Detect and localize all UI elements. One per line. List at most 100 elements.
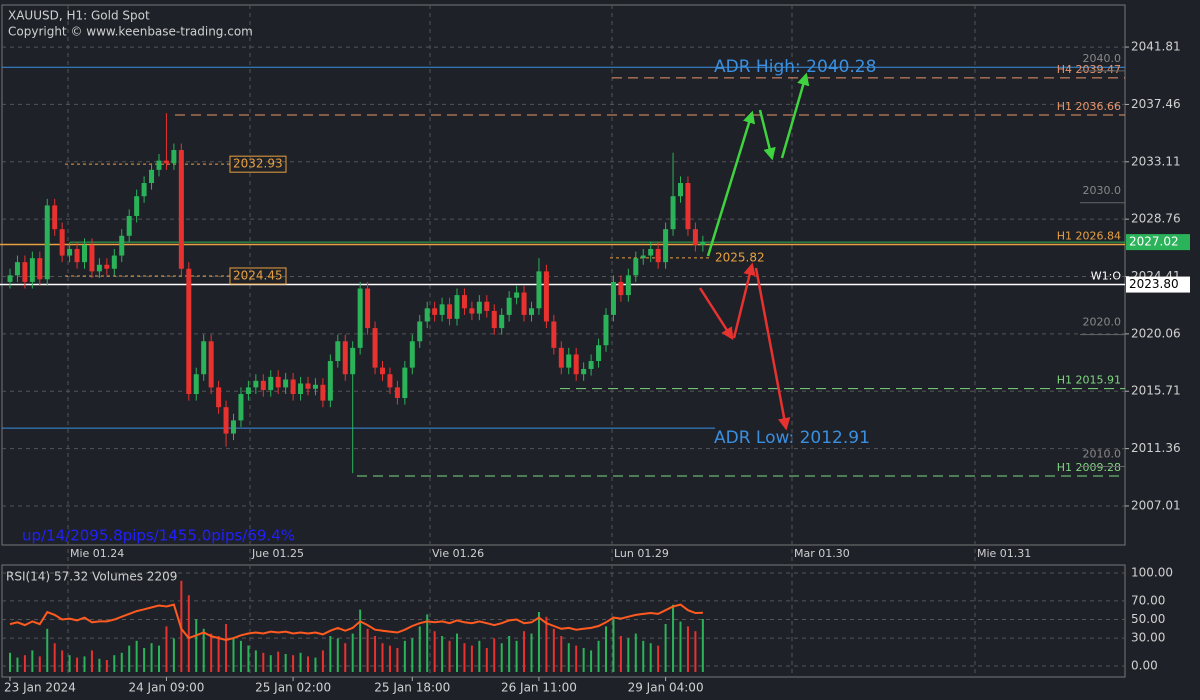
candle-body <box>402 367 408 398</box>
candle-body <box>424 308 430 322</box>
projection-down <box>698 287 734 341</box>
candle-body <box>536 271 542 309</box>
candle-body <box>335 341 341 362</box>
candle-body <box>506 297 512 315</box>
projection-up <box>758 109 776 161</box>
candle-body <box>253 380 259 388</box>
stats-text: up/14/2095.8pips/1455.0pips/69.4% <box>22 527 295 545</box>
price-box-frame <box>229 267 287 285</box>
candle-body <box>305 383 311 389</box>
candle-body <box>245 387 251 395</box>
adr-label: ADR High: 2040.28 <box>714 57 876 77</box>
y-tick-label: 2015.71 <box>1131 384 1181 398</box>
axes: 2041.812037.462033.112028.762024.412020.… <box>4 40 1190 695</box>
candle-body <box>216 387 222 408</box>
candle-body <box>22 262 28 282</box>
candle-body <box>648 248 654 256</box>
candle-body <box>342 341 348 375</box>
candle-body <box>529 308 534 315</box>
projection-down <box>732 262 756 339</box>
candle-body <box>380 367 385 375</box>
indicator-label: RSI(14) 57.32 Volumes 2209 <box>6 570 177 584</box>
candle-body <box>581 368 587 375</box>
current-price-box <box>1126 234 1190 251</box>
candle-body <box>387 374 393 388</box>
adr-label: ADR Low: 2012.91 <box>714 428 870 448</box>
candle-body <box>618 281 624 296</box>
y-tick-label: 2011.36 <box>1131 441 1181 455</box>
indicator-tick-label: 30.00 <box>1131 631 1165 645</box>
candle-body <box>543 271 549 322</box>
indicator <box>9 580 704 672</box>
candle-body <box>156 160 162 170</box>
price-box-label: 2025.82 <box>715 250 765 264</box>
price-box <box>1126 276 1190 293</box>
rsi-line <box>9 603 703 642</box>
level-label: H4 2039.47 <box>1057 63 1121 76</box>
candle-body <box>312 384 318 389</box>
candle-body <box>469 308 475 314</box>
candle-body <box>521 292 527 315</box>
candle-body <box>201 341 207 375</box>
day-label: Lun 01.29 <box>614 547 669 560</box>
candle-body <box>186 268 192 395</box>
candle-body <box>357 288 363 348</box>
day-label: Mie 01.24 <box>70 547 124 560</box>
x-tick-label: 25 Jan 02:00 <box>255 681 331 695</box>
indicator-tick-label: 50.00 <box>1131 612 1165 626</box>
candle-body <box>231 420 236 434</box>
chart-subtitle: Copyright © www.keenbase-trading.com <box>8 25 253 39</box>
price-box-label: 2023.80 <box>1129 277 1179 291</box>
candle-body <box>327 361 333 401</box>
chart-title: XAUUSD, H1: Gold Spot <box>8 9 150 23</box>
x-tick-label: 23 Jan 2024 <box>4 681 76 695</box>
candle-body <box>603 314 609 346</box>
candle-body <box>394 387 400 398</box>
candle-body <box>59 229 65 256</box>
candle-body <box>111 255 117 269</box>
candle-body <box>439 304 445 315</box>
candle-body <box>260 380 266 391</box>
candle-body <box>566 354 572 368</box>
candle-body <box>126 215 132 236</box>
candle-body <box>29 258 35 282</box>
y-tick-label: 2028.76 <box>1131 212 1181 226</box>
candle-body <box>678 183 683 197</box>
candle-body <box>268 376 274 391</box>
indicator-tick-label: 100.00 <box>1131 566 1173 580</box>
price-box-label: 2024.45 <box>233 268 283 282</box>
x-tick-label: 24 Jan 09:00 <box>128 681 204 695</box>
candle-body <box>633 258 639 276</box>
candle-body <box>700 242 706 245</box>
candle-body <box>141 183 147 197</box>
candle-body <box>655 248 661 263</box>
candle-body <box>558 347 564 368</box>
indicator-tick-label: 0.00 <box>1131 659 1158 673</box>
candle-body <box>67 248 73 256</box>
candle-body <box>82 245 87 263</box>
projection-up <box>706 110 756 257</box>
candle-body <box>275 376 281 388</box>
y-tick-label: 2037.46 <box>1131 97 1181 111</box>
candle-body <box>514 292 520 298</box>
price-box-frame <box>229 155 287 173</box>
current-price-label: 2027.02 <box>1129 235 1179 249</box>
day-label: Vie 01.26 <box>432 547 484 560</box>
candle-body <box>372 328 378 368</box>
price-box-label: 2032.93 <box>233 157 283 171</box>
candle-body <box>432 308 438 315</box>
level-label: H1 2015.91 <box>1057 374 1121 387</box>
level-label: W1:O <box>1091 270 1122 283</box>
candle-body <box>149 169 155 184</box>
candle-body <box>134 196 140 216</box>
level-label: H1 2036.66 <box>1057 100 1121 113</box>
candle-body <box>171 150 177 164</box>
candle-body <box>290 379 296 395</box>
candle-body <box>89 245 95 272</box>
candle-body <box>417 321 423 342</box>
level-label: H1 2026.84 <box>1057 229 1121 242</box>
candle-body <box>298 383 304 395</box>
round-level-label: 2020.0 <box>1083 316 1122 329</box>
candle-body <box>52 205 58 230</box>
